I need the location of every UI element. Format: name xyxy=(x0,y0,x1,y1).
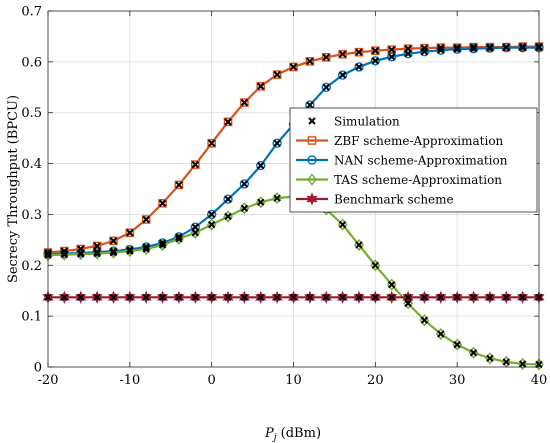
y-tick-label: 0.1 xyxy=(21,310,42,325)
x-tick-label: 40 xyxy=(531,373,548,388)
x-tick-label: 20 xyxy=(367,373,384,388)
legend-label: NAN scheme-Approximation xyxy=(334,154,508,168)
y-tick-label: 0.6 xyxy=(21,55,42,70)
y-axis-label: Secrecy Throughput (BPCU) xyxy=(6,95,21,283)
legend-label: Benchmark scheme xyxy=(334,193,454,207)
x-tick-label: 10 xyxy=(285,373,302,388)
legend: Simulation ZBF scheme-Approximation NAN sc… xyxy=(290,108,537,212)
y-tick-label: 0 xyxy=(34,361,42,376)
legend-label: TAS scheme-Approximation xyxy=(334,173,502,187)
x-tick-label: 30 xyxy=(449,373,466,388)
y-tick-label: 0.7 xyxy=(21,5,42,20)
legend-label: ZBF scheme-Approximation xyxy=(334,134,504,148)
y-tick-label: 0.5 xyxy=(21,106,42,121)
x-axis-label-unit: (dBm) xyxy=(277,426,321,441)
x-axis-label: Pj (dBm) xyxy=(264,426,321,443)
y-tick-label: 0.4 xyxy=(21,157,42,172)
x-axis-label-main: P xyxy=(264,426,274,441)
y-tick-label: 0.3 xyxy=(21,208,42,223)
y-tick-label: 0.2 xyxy=(21,259,42,274)
x-tick-label: 0 xyxy=(208,373,216,388)
legend-label: Simulation xyxy=(334,115,400,129)
x-tick-label: -10 xyxy=(119,373,140,388)
